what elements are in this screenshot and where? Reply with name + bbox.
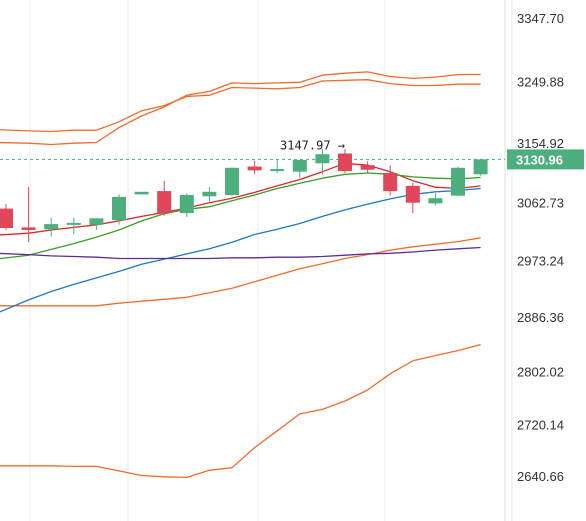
- candle-body: [179, 195, 194, 214]
- y-tick-label: 3062.73: [517, 196, 564, 211]
- indicator-line-band-upper: [0, 79, 481, 133]
- indicator-lines: [0, 71, 505, 479]
- candle-body: [202, 191, 217, 197]
- candle-body: [247, 166, 262, 171]
- y-tick-label: 2640.66: [517, 469, 564, 484]
- y-tick-label: 2720.14: [517, 418, 564, 433]
- overlays: 3147.97 → 3130.96: [280, 138, 584, 170]
- candle-body: [89, 218, 104, 225]
- y-tick-label: 2973.24: [517, 254, 564, 269]
- candle-body: [134, 191, 149, 195]
- y-tick-label: 2886.36: [517, 310, 564, 325]
- indicator-line-band-upper-outer: [0, 71, 481, 146]
- candle-body: [44, 224, 59, 230]
- candle-body: [292, 160, 307, 172]
- last-price-label: 3130.96: [516, 152, 563, 167]
- high-price-annotation: 3147.97 →: [280, 138, 345, 152]
- candle-body: [451, 167, 465, 196]
- candle-body: [360, 165, 375, 170]
- candles: [0, 149, 488, 243]
- candle-body: [270, 169, 285, 172]
- candle-body: [21, 227, 36, 230]
- candle-body: [383, 173, 398, 192]
- candle-body: [473, 159, 488, 175]
- candle-body: [0, 208, 13, 228]
- indicator-line-band-lower-outer: [0, 343, 481, 479]
- candle-body: [112, 196, 126, 221]
- last-price-tag: [507, 149, 584, 170]
- candle-body: [428, 198, 443, 204]
- y-tick-label: 3249.88: [517, 74, 564, 89]
- y-tick-label: 2802.02: [517, 365, 564, 380]
- grid-lines: [29, 0, 513, 521]
- y-tick-label: 3347.70: [517, 11, 564, 26]
- candle-body: [157, 191, 172, 214]
- candle-body: [66, 222, 81, 225]
- candle-body: [338, 153, 352, 171]
- indicator-line-ma-purple: [0, 246, 481, 260]
- candle-body: [315, 154, 330, 164]
- price-axis: 3347.70 3249.88 3154.92 3062.73 2973.24 2886.…: [504, 0, 564, 521]
- indicator-line-ma-green: [0, 172, 481, 260]
- y-tick-label: 3154.92: [517, 136, 564, 151]
- indicator-line-band-lower: [0, 237, 481, 307]
- candle-body: [225, 167, 239, 195]
- indicator-line-ma-blue: [0, 187, 481, 313]
- candle-body: [405, 185, 420, 203]
